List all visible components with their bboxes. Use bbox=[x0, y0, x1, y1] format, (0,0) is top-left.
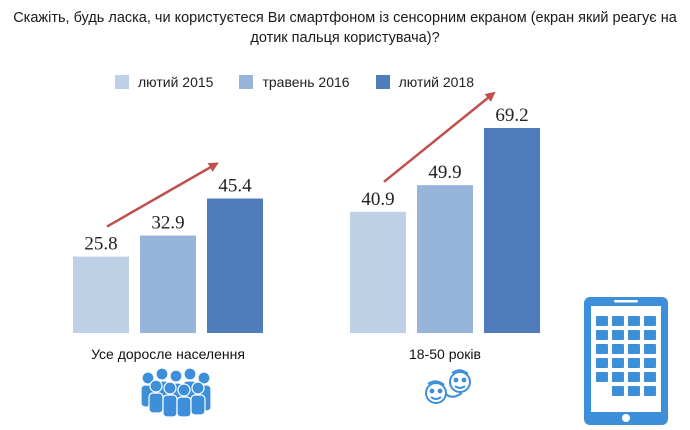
bar bbox=[73, 256, 129, 333]
labels-layer: 25.8 32.9 45.4 Усе доросле населення 40.9 49.… bbox=[84, 105, 528, 362]
legend-item: лютий 2015 bbox=[115, 74, 213, 90]
bars-layer bbox=[73, 128, 540, 333]
legend-item: травень 2016 bbox=[239, 74, 350, 90]
trend-arrows bbox=[106, 91, 496, 228]
category-label: 18-50 років bbox=[409, 346, 481, 362]
data-label: 45.4 bbox=[218, 176, 252, 197]
trend-arrow bbox=[106, 162, 219, 228]
data-label: 40.9 bbox=[361, 189, 394, 210]
data-label: 69.2 bbox=[495, 105, 528, 126]
bar bbox=[140, 235, 196, 333]
legend-label: лютий 2018 bbox=[398, 74, 475, 90]
legend-swatch bbox=[375, 75, 390, 89]
bar bbox=[484, 128, 540, 333]
bar bbox=[350, 211, 406, 333]
faces-icon bbox=[425, 369, 471, 404]
data-label: 32.9 bbox=[151, 213, 184, 234]
chart-title: Скажіть, будь ласка, чи користуєтеся Ви … bbox=[13, 10, 677, 46]
legend-item: лютий 2018 bbox=[375, 74, 475, 90]
legend-swatch bbox=[115, 75, 129, 89]
bar bbox=[207, 198, 263, 333]
data-label: 25.8 bbox=[84, 234, 117, 255]
legend-swatch bbox=[239, 75, 254, 89]
trend-arrow bbox=[383, 91, 496, 183]
people-group-icon bbox=[140, 367, 212, 418]
legend: лютий 2015 травень 2016 лютий 2018 bbox=[115, 72, 500, 92]
legend-label: травень 2016 bbox=[262, 74, 350, 90]
category-label: Усе доросле населення bbox=[91, 346, 245, 362]
smartphone-icon bbox=[584, 297, 668, 425]
bar bbox=[417, 185, 473, 333]
data-label: 49.9 bbox=[428, 162, 461, 183]
legend-label: лютий 2015 bbox=[138, 74, 214, 90]
